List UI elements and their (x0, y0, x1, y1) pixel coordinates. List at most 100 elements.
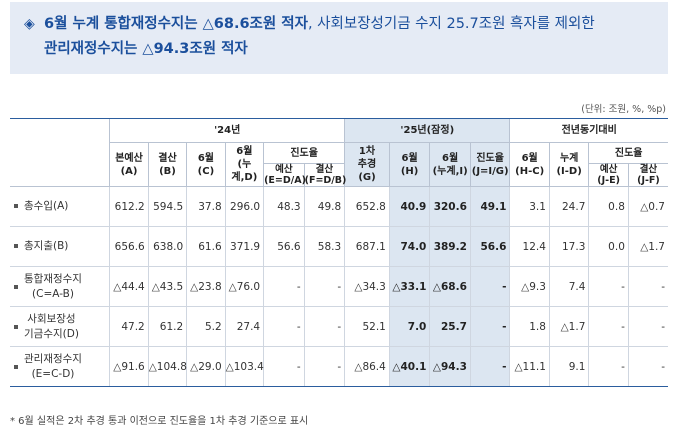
banner-highlight-1: 6월 누계 통합재정수지는 △68.6조원 적자 (44, 16, 308, 32)
table-row: 사회보장성 기금수지(D) 47.2 61.2 5.2 27.4- -52.1 7.0 25.7… (10, 306, 668, 347)
row-label-text: 사회보장성 (27, 312, 76, 325)
table-cell: △9.3 (509, 266, 550, 307)
col-header-june-diff: 6월 (H-C) (509, 142, 550, 187)
table-row: 총수입(A) 612.2 594.5 37.8 296.0 48.3 49.8 652.8 40… (10, 186, 668, 227)
table-row: 관리재정수지 (E=C-D) △91.6 △104.8 △29.0 △103.4- - △86… (10, 346, 668, 387)
table-cell: 7.0 (388, 306, 430, 347)
col-header-progress-settle-f: 결산 (F=D/B) (303, 163, 347, 187)
row-label-text: 관리재정수지 (24, 352, 82, 365)
square-bullet-icon (14, 284, 18, 289)
col-header-progress-2024: 진도율 (263, 142, 345, 164)
table-row: 총지출(B) 656.6 638.0 61.6 371.9 56.6 58.3 687.1 74… (10, 226, 668, 267)
row-label-text: (C=A-B) (32, 287, 74, 300)
table-cell: 74.0 (388, 226, 430, 267)
table-cell: 389.2 (429, 226, 471, 267)
col-header-supp-g: 1차 추경 (G) (344, 142, 390, 187)
table-cell: 0.0 (588, 226, 629, 267)
table-cell: △33.1 (388, 266, 430, 307)
col-header-budget-a: 본예산 (A) (109, 142, 149, 187)
col-header-cum-diff: 누계 (I-D) (548, 142, 589, 187)
table-cell: 49.8 (303, 186, 345, 227)
table-cell: - (469, 346, 510, 387)
col-header-settlement-b: 결산 (B) (147, 142, 187, 187)
table-cell: △11.1 (509, 346, 550, 387)
diamond-bullet-icon: ◈ (24, 16, 35, 32)
table-cell: △44.4 (109, 266, 149, 307)
table-cell: - (588, 306, 629, 347)
table-body: 총수입(A) 612.2 594.5 37.8 296.0 48.3 49.8 652.8 40… (10, 186, 668, 387)
row-label-text: 총수입(A) (24, 199, 69, 212)
col-header-yoy-settle: 결산 (J-F) (627, 163, 668, 187)
row-label: 사회보장성 기금수지(D) (10, 306, 110, 347)
footnote: * 6월 실적은 2차 추경 통과 이전으로 진도율을 1차 추경 기준으로 표… (10, 416, 309, 427)
unit-label: (단위: 조원, %, %p) (581, 104, 666, 115)
row-label: 통합재정수지 (C=A-B) (10, 266, 110, 307)
square-bullet-icon (14, 324, 18, 329)
table-cell: △86.4 (344, 346, 390, 387)
table-cell: 0.8 (588, 186, 629, 227)
table-cell: 594.5 (147, 186, 187, 227)
table-cell: 27.4 (224, 306, 264, 347)
table-cell: 687.1 (344, 226, 390, 267)
table-cell: 47.2 (109, 306, 149, 347)
table-cell: - (303, 346, 345, 387)
square-bullet-icon (14, 244, 18, 249)
table-cell: 61.6 (186, 226, 226, 267)
table-cell: △68.6 (429, 266, 471, 307)
banner-text-1: , 사회보장성기금 수지 25.7조원 흑자를 제외한 (307, 16, 595, 32)
table-cell: 49.1 (469, 186, 510, 227)
table-cell: 1.8 (509, 306, 550, 347)
col-header-june-cum-d: 6월 (누계,D) (224, 142, 264, 187)
table-cell: 652.8 (344, 186, 390, 227)
table-cell: 58.3 (303, 226, 345, 267)
table-cell: △34.3 (344, 266, 390, 307)
table-cell: 638.0 (147, 226, 187, 267)
group-header-2025: '25년(잠정) (344, 118, 510, 143)
table-cell: 37.8 (186, 186, 226, 227)
table-cell: △91.6 (109, 346, 149, 387)
table-cell: 612.2 (109, 186, 149, 227)
summary-banner: ◈ 6월 누계 통합재정수지는 △68.6조원 적자, 사회보장성기금 수지 25… (10, 2, 668, 74)
table-cell: - (627, 266, 668, 307)
table-cell: 7.4 (548, 266, 589, 307)
table-cell: - (469, 266, 510, 307)
row-label-text: (E=C-D) (31, 367, 75, 380)
table-cell: △104.8 (147, 346, 187, 387)
table-cell: - (469, 306, 510, 347)
table-cell: 12.4 (509, 226, 550, 267)
table-cell: △103.4 (224, 346, 264, 387)
table-cell: 24.7 (548, 186, 589, 227)
table-cell: 52.1 (344, 306, 390, 347)
table-cell: 40.9 (388, 186, 430, 227)
table-cell: - (303, 306, 345, 347)
table-cell: △40.1 (388, 346, 430, 387)
col-header-june-h: 6월 (H) (388, 142, 430, 187)
table-row: 통합재정수지 (C=A-B) △44.4 △43.5 △23.8 △76.0- - △34.3… (10, 266, 668, 307)
table-cell: - (588, 346, 629, 387)
table-corner (10, 118, 110, 187)
col-header-june-cum-i: 6월 (누계,I) (429, 142, 471, 187)
table-cell: △76.0 (224, 266, 264, 307)
table-cell: △94.3 (429, 346, 471, 387)
table-cell: - (263, 306, 305, 347)
table-cell: 48.3 (263, 186, 305, 227)
table-cell: - (588, 266, 629, 307)
table-cell: 9.1 (548, 346, 589, 387)
fiscal-balance-table: '24년 '25년(잠정) 전년동기대비 본예산 (A) 결산 (B) 6월 (C) … (10, 118, 668, 387)
table-cell: - (263, 266, 305, 307)
table-cell: - (627, 306, 668, 347)
table-cell: 17.3 (548, 226, 589, 267)
banner-line-2: 관리재정수지는 △94.3조원 적자 (24, 37, 656, 62)
table-cell: 320.6 (429, 186, 471, 227)
table-cell: 3.1 (509, 186, 550, 227)
table-cell: - (263, 346, 305, 387)
banner-line-1: ◈ 6월 누계 통합재정수지는 △68.6조원 적자, 사회보장성기금 수지 25… (24, 12, 656, 37)
table-cell: - (303, 266, 345, 307)
row-label: 관리재정수지 (E=C-D) (10, 346, 110, 387)
col-header-progress-j: 진도율 (J=I/G) (469, 142, 510, 187)
table-cell: 656.6 (109, 226, 149, 267)
table-cell: 296.0 (224, 186, 264, 227)
table-cell: △0.7 (627, 186, 668, 227)
square-bullet-icon (14, 204, 18, 209)
group-header-2024: '24년 (109, 118, 345, 143)
